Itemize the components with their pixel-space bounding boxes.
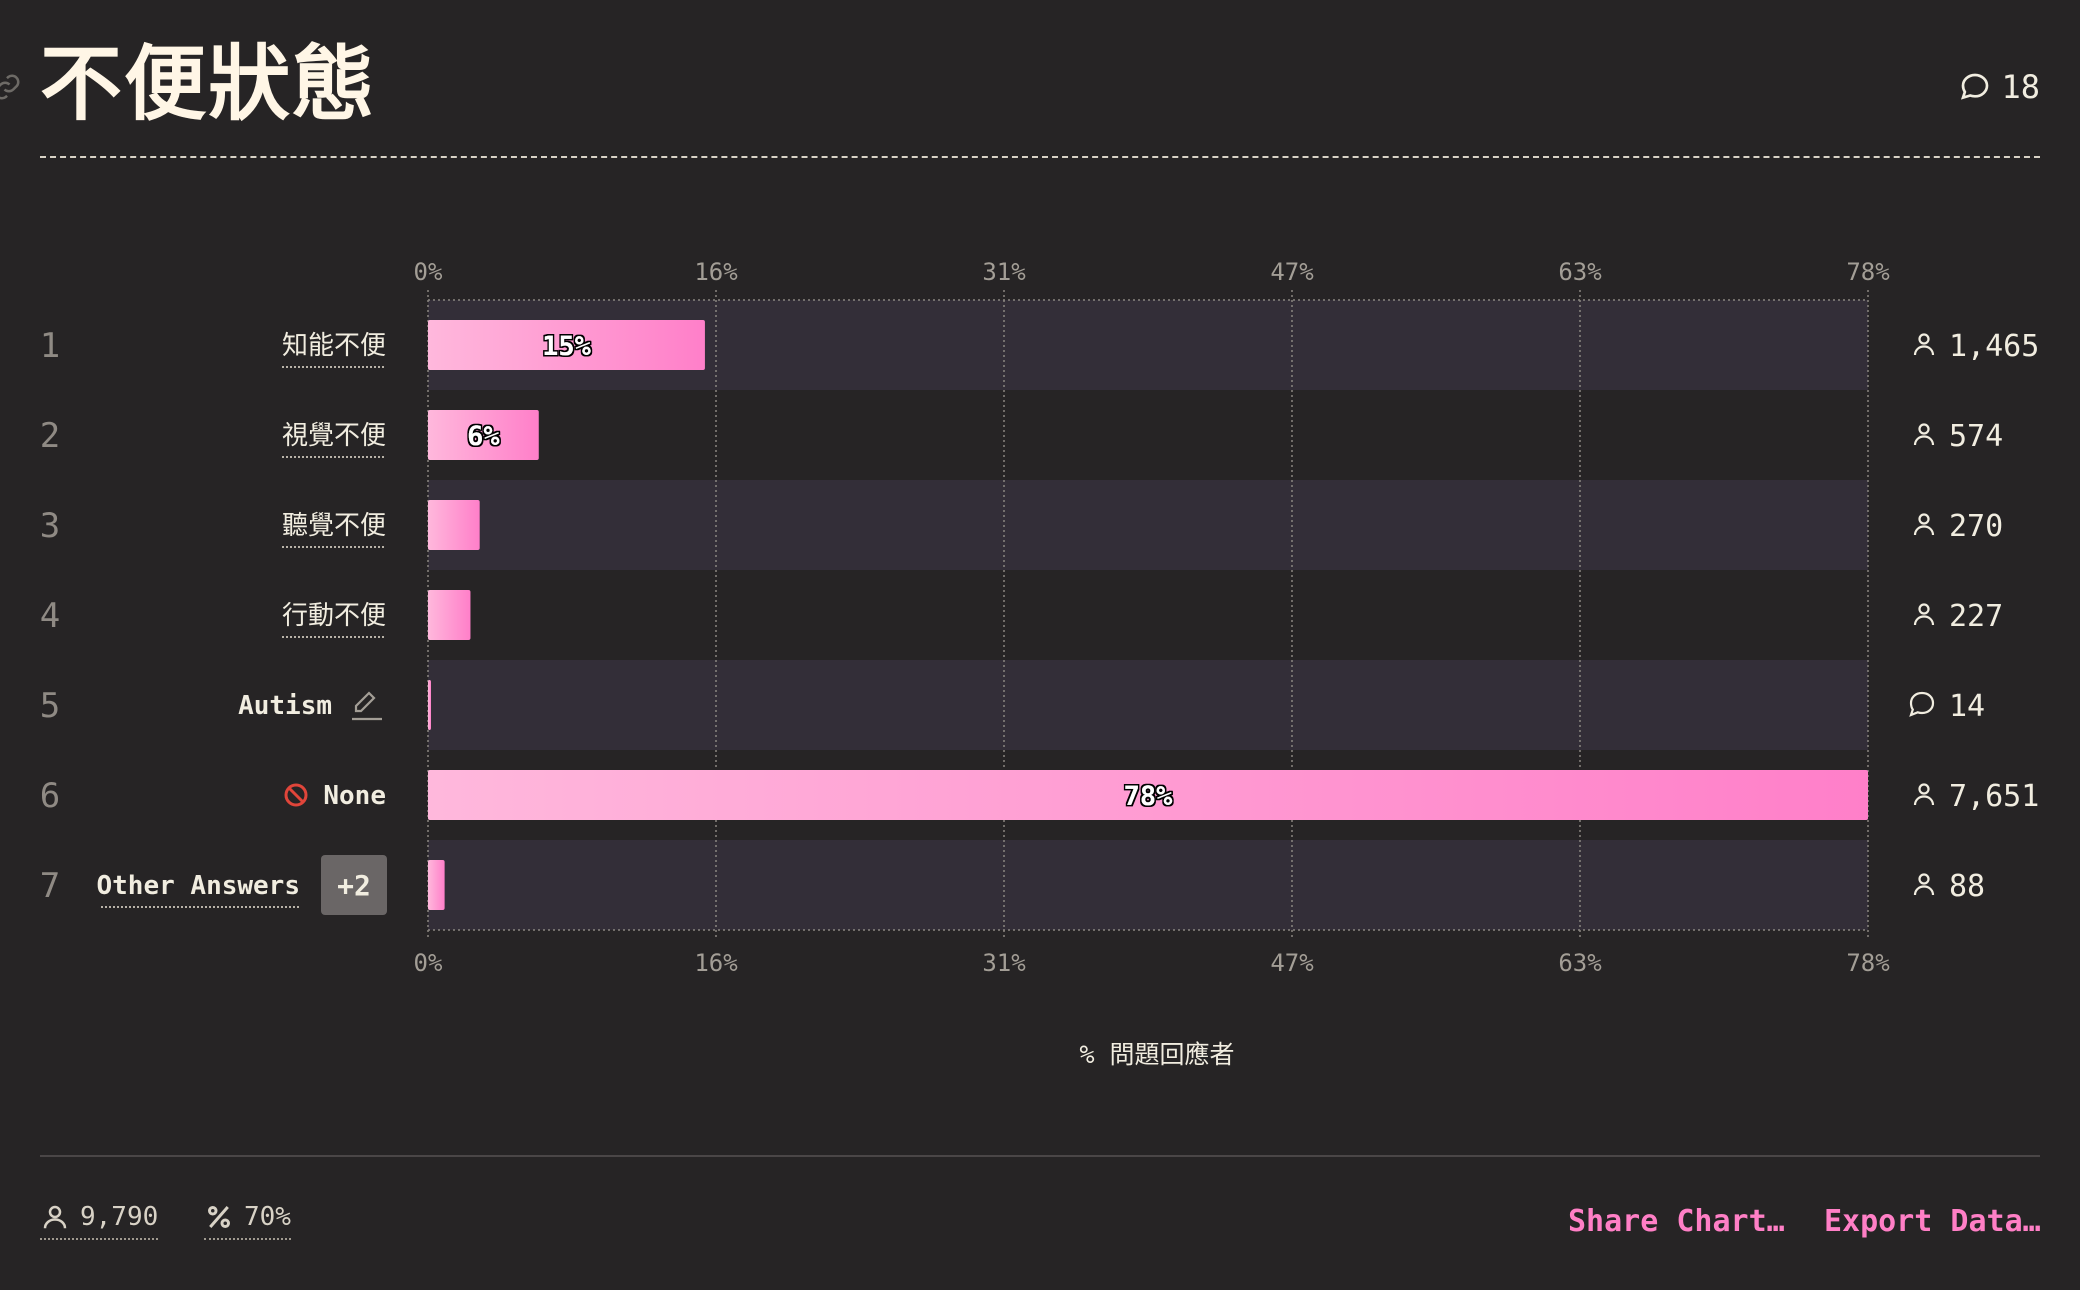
export-data-button[interactable]: Export Data… bbox=[1824, 1204, 2041, 1239]
bar[interactable] bbox=[428, 500, 480, 550]
bar[interactable] bbox=[428, 320, 705, 370]
row-count: 88 bbox=[1949, 869, 1985, 904]
row-count: 7,651 bbox=[1949, 779, 2039, 814]
x-tick-label-top: 47% bbox=[1270, 258, 1314, 286]
x-tick-label-top: 16% bbox=[694, 258, 738, 286]
no-entry-icon bbox=[284, 783, 308, 807]
bar[interactable] bbox=[428, 770, 1868, 820]
x-tick-label-top: 78% bbox=[1846, 258, 1890, 286]
row-rank: 1 bbox=[40, 326, 60, 366]
row-rank: 3 bbox=[40, 506, 60, 546]
row-count: 270 bbox=[1949, 509, 2003, 544]
row-count: 574 bbox=[1949, 419, 2003, 454]
person-icon bbox=[1913, 423, 1935, 446]
row-band bbox=[428, 480, 1868, 570]
comment-count-value: 18 bbox=[2001, 68, 2040, 106]
person-icon bbox=[1913, 603, 1935, 626]
comment-icon bbox=[1909, 691, 1935, 717]
row-rank: 2 bbox=[40, 416, 60, 456]
x-tick-label-bottom: 0% bbox=[414, 949, 443, 977]
bar-chart: 0% 16% 31% 47% 63% 78% 0% 16% 31% 47% 63% 78% 15%6… bbox=[40, 258, 2040, 1069]
bar[interactable] bbox=[428, 410, 539, 460]
header-comment-count[interactable]: 18 bbox=[1959, 68, 2040, 106]
x-axis-label: % 問題回應者 bbox=[1079, 1040, 1234, 1069]
footer-percent[interactable]: 70% bbox=[204, 1202, 291, 1240]
row-label: Autism bbox=[238, 691, 332, 721]
more-answers-badge-label: +2 bbox=[337, 869, 371, 902]
x-tick-label-bottom: 47% bbox=[1270, 949, 1314, 977]
x-tick-label-top: 63% bbox=[1558, 258, 1602, 286]
bar[interactable] bbox=[428, 590, 471, 640]
row-count: 227 bbox=[1949, 599, 2003, 634]
footer-respondents[interactable]: 9,790 bbox=[40, 1202, 159, 1240]
x-tick-label-bottom: 78% bbox=[1846, 949, 1890, 977]
x-tick-label-top: 0% bbox=[414, 258, 443, 286]
row-label[interactable]: 視覺不便 bbox=[282, 421, 386, 451]
percent-value: 70% bbox=[244, 1202, 291, 1232]
row-rank: 7 bbox=[40, 866, 60, 906]
row-band bbox=[428, 840, 1868, 930]
row-label[interactable]: 知能不便 bbox=[282, 331, 386, 361]
person-icon bbox=[43, 1205, 67, 1229]
page-title: 不便狀態 bbox=[40, 37, 377, 132]
link-icon[interactable] bbox=[0, 72, 22, 102]
percent-icon bbox=[208, 1206, 230, 1228]
row-rank: 5 bbox=[40, 686, 60, 726]
footer-divider bbox=[40, 1155, 2040, 1157]
x-tick-label-bottom: 16% bbox=[694, 949, 738, 977]
row-count: 1,465 bbox=[1949, 329, 2039, 364]
person-icon bbox=[1913, 513, 1935, 536]
row-label[interactable]: 行動不便 bbox=[282, 601, 386, 631]
row-band bbox=[428, 660, 1868, 750]
bar-value-label: 78% bbox=[1124, 781, 1174, 812]
pencil-icon[interactable] bbox=[352, 691, 382, 721]
row-count: 14 bbox=[1949, 689, 1985, 724]
respondents-value: 9,790 bbox=[80, 1202, 159, 1232]
row-label[interactable]: 聽覺不便 bbox=[282, 511, 386, 541]
title-divider bbox=[40, 156, 2040, 158]
row-rank: 4 bbox=[40, 596, 60, 636]
bar[interactable] bbox=[428, 860, 445, 910]
row-label: None bbox=[323, 781, 386, 811]
x-tick-label-top: 31% bbox=[982, 258, 1026, 286]
x-tick-label-bottom: 31% bbox=[982, 949, 1026, 977]
bar-value-label: 6% bbox=[467, 421, 500, 452]
person-icon bbox=[1913, 783, 1935, 806]
x-tick-label-bottom: 63% bbox=[1558, 949, 1602, 977]
bar[interactable] bbox=[428, 680, 431, 730]
comment-icon bbox=[1961, 73, 1989, 100]
person-icon bbox=[1913, 333, 1935, 356]
row-rank: 6 bbox=[40, 776, 60, 816]
other-answers-link[interactable]: Other Answers bbox=[97, 871, 301, 901]
person-icon bbox=[1913, 873, 1935, 896]
bar-value-label: 15% bbox=[542, 331, 592, 362]
more-answers-badge[interactable] bbox=[321, 855, 387, 915]
share-chart-button[interactable]: Share Chart… bbox=[1568, 1204, 1785, 1239]
